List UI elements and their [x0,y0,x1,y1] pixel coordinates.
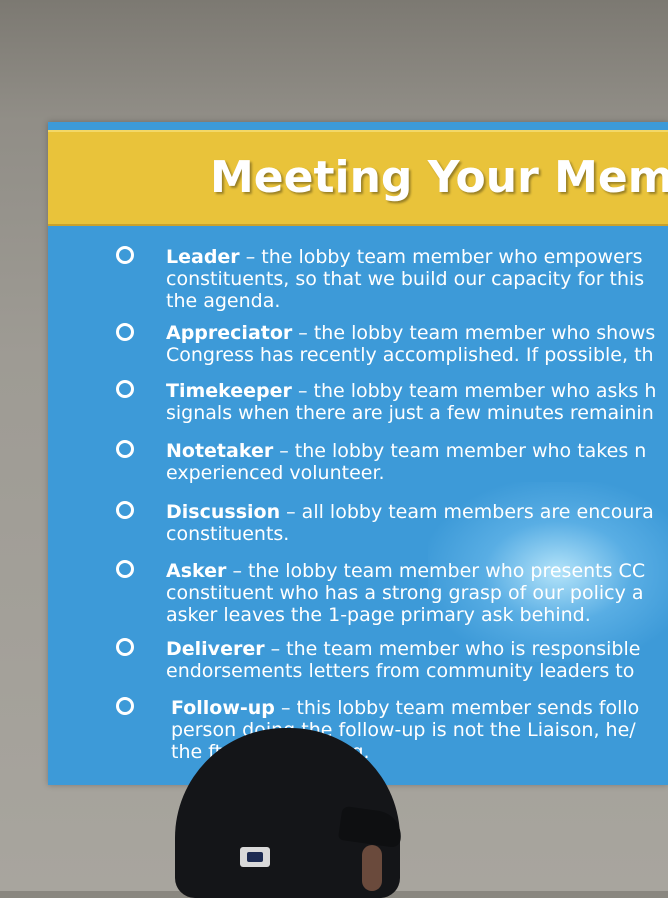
bullet-circle-icon [116,246,134,264]
item-line: endorsements letters from community lead… [166,660,635,682]
item-line: Leader – the lobby team member who empow… [166,246,643,269]
item-line: constituents. [166,523,290,545]
title-band: Meeting Your Mem [48,130,668,226]
item-text: – the lobby team member who empowers [239,246,643,268]
item-text: – the lobby team member who asks h [291,380,657,402]
item-term: Follow-up [171,697,275,719]
item-line: Notetaker – the lobby team member who ta… [166,440,646,463]
item-text: – the lobby team member who shows [292,322,656,344]
item-term: Leader [166,246,240,268]
slide-title: Meeting Your Mem [210,152,668,203]
item-line: Discussion – all lobby team members are … [166,501,654,524]
item-line: constituents, so that we build our capac… [166,268,645,290]
item-term: Asker [166,560,227,582]
item-text: – the lobby team member who presents CC [226,560,646,582]
item-line: the agenda. [166,290,281,312]
item-text: – this lobby team member sends follo [274,697,640,719]
item-term: Appreciator [166,322,293,344]
bullet-circle-icon [116,638,134,656]
bullet-circle-icon [116,560,134,578]
item-text: – the lobby team member who takes n [273,440,647,462]
item-line: signals when there are just a few minute… [166,402,654,424]
item-line: Follow-up – this lobby team member sends… [171,697,639,720]
bullet-circle-icon [116,323,134,341]
item-line: Asker – the lobby team member who presen… [166,560,645,583]
bullet-circle-icon [116,440,134,458]
item-term: Timekeeper [166,380,292,402]
bullet-circle-icon [116,380,134,398]
item-term: Notetaker [166,440,274,462]
bullet-circle-icon [116,697,134,715]
item-text: – all lobby team members are encoura [280,501,654,523]
item-text: – the team member who is responsible [264,638,641,660]
item-line: Appreciator – the lobby team member who … [166,322,655,345]
item-line: experienced volunteer. [166,462,385,484]
ear [362,845,382,891]
item-line: Deliverer – the team member who is respo… [166,638,640,661]
cap-logo [240,847,270,867]
wall [0,0,668,120]
item-line: constituent who has a strong grasp of ou… [166,582,644,604]
item-term: Deliverer [166,638,265,660]
item-line: Timekeeper – the lobby team member who a… [166,380,656,403]
bullet-circle-icon [116,501,134,519]
projection-screen: Meeting Your Mem Leader – the lobby team… [48,122,668,785]
item-line: asker leaves the 1-page primary ask behi… [166,604,591,626]
item-term: Discussion [166,501,281,523]
item-line: Congress has recently accomplished. If p… [166,344,654,366]
